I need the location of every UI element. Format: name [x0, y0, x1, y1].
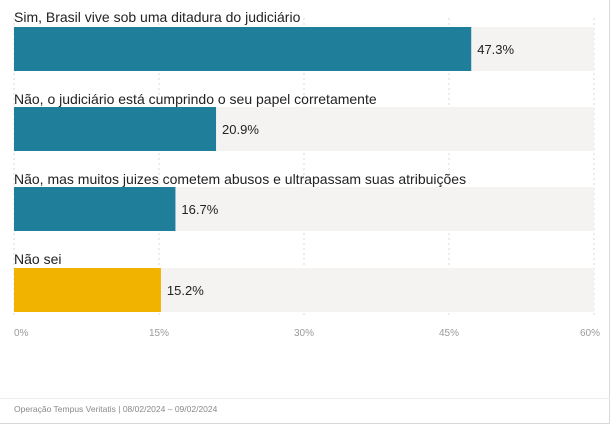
- tick-label-3: 45%: [439, 328, 459, 339]
- tick-label-1: 15%: [149, 328, 169, 339]
- value-label-1: 20.9%: [222, 122, 259, 137]
- bar-1: [14, 107, 217, 151]
- category-label-2: Não, mas muitos juizes cometem abusos e …: [14, 171, 466, 187]
- bar-3: [14, 268, 161, 312]
- footer-divider: [0, 398, 610, 399]
- bar-2: [14, 187, 176, 231]
- tick-label-2: 30%: [294, 328, 314, 339]
- category-label-0: Sim, Brasil vive sob uma ditadura do jud…: [14, 9, 301, 25]
- category-label-3: Não sei: [14, 251, 61, 267]
- footer-source: Operação Tempus Veritatis | 08/02/2024 –…: [14, 404, 218, 414]
- tick-label-0: 0%: [14, 328, 29, 339]
- category-label-1: Não, o judiciário está cumprindo o seu p…: [14, 91, 377, 107]
- value-label-2: 16.7%: [181, 202, 218, 217]
- bar-0: [14, 27, 472, 71]
- horizontal-bar-chart: Sim, Brasil vive sob uma ditadura do jud…: [13, 9, 600, 339]
- value-label-0: 47.3%: [477, 42, 514, 57]
- value-label-3: 15.2%: [167, 283, 204, 298]
- tick-label-4: 60%: [580, 328, 600, 339]
